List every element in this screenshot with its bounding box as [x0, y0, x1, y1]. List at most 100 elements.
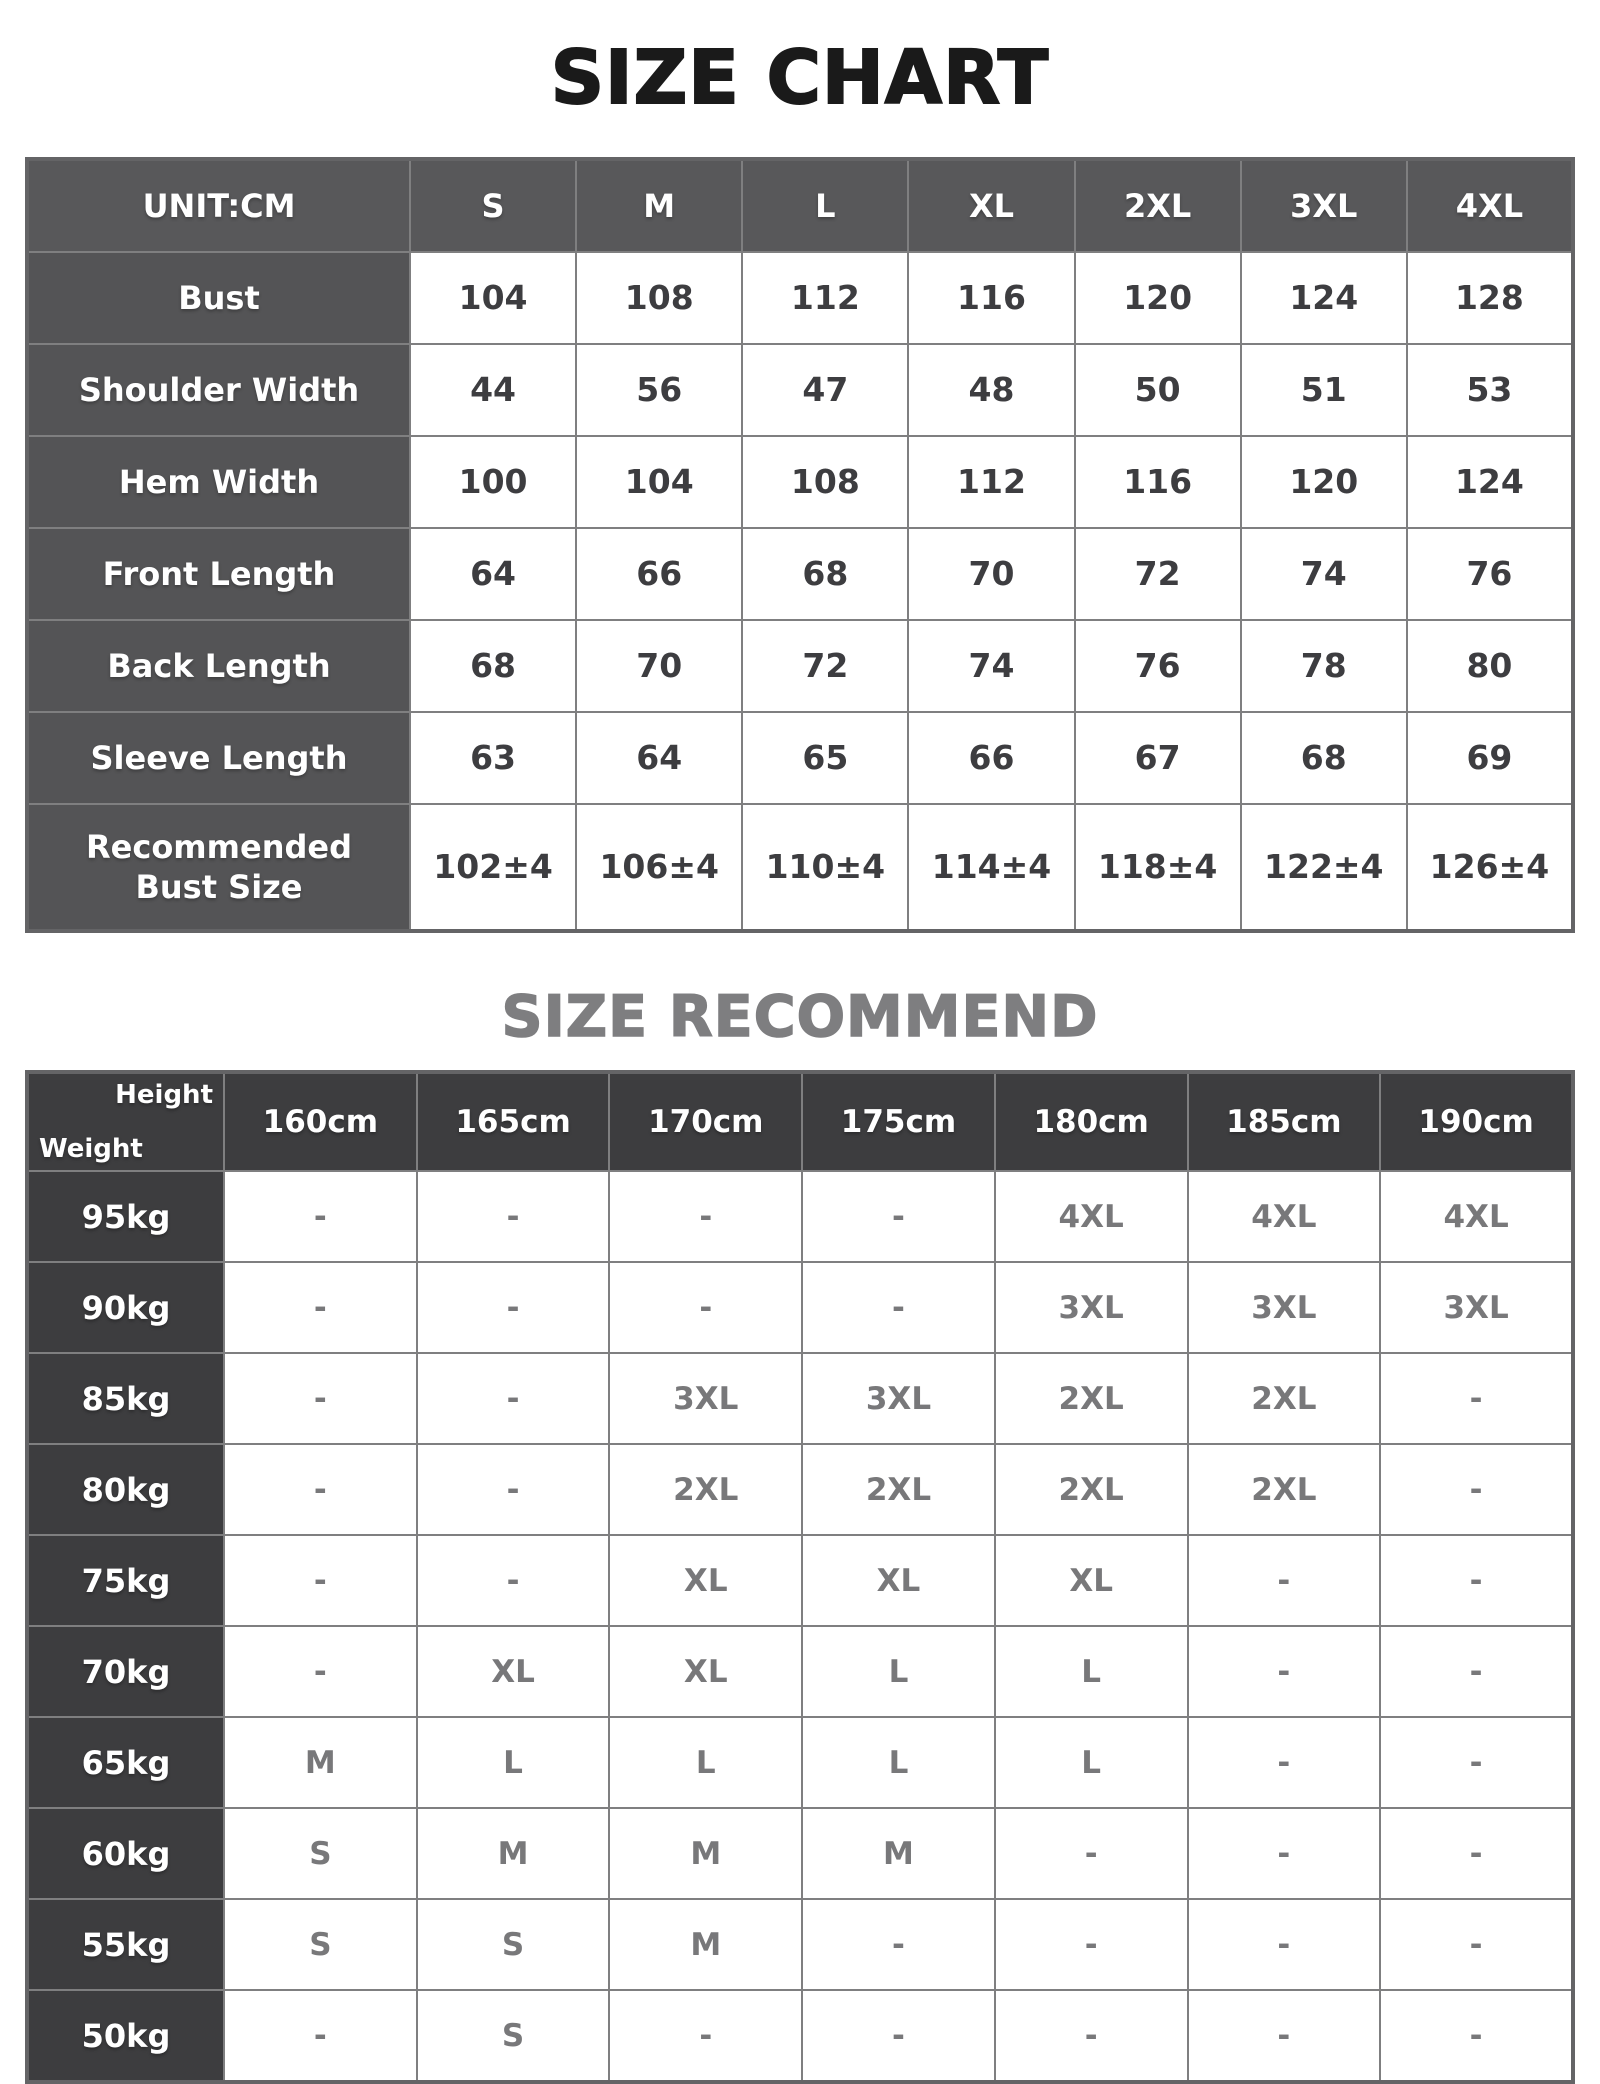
cell-value: 76	[1405, 526, 1575, 621]
cell-value: -	[223, 1261, 418, 1355]
size-recommend-body: 95kg - - - -4XL 4XL 4XL 90kg - - - -3XL 3XL 3XL 85kg - -…	[26, 1170, 1574, 2084]
cell-value: XL	[608, 1625, 804, 1719]
cell-value: 80	[1405, 618, 1575, 713]
height-weight-labels: Height Weight	[29, 1076, 222, 1168]
table-row: Front Length 64 66 68 70 72 74 76	[26, 526, 1575, 621]
cell-value: 69	[1405, 710, 1575, 805]
cell-value: 112	[741, 250, 910, 345]
cell-value: 110±4	[741, 802, 910, 932]
cell-value: XL	[801, 1534, 996, 1628]
cell-value: 3XL	[993, 1261, 1189, 1355]
cell-value: 3XL	[801, 1352, 996, 1446]
cell-value: -	[608, 1261, 804, 1355]
table-row: 60kg S M M M - - -	[26, 1807, 1574, 1901]
cell-value: -	[223, 1625, 418, 1719]
row-label: Sleeve Length	[26, 710, 411, 805]
size-chart-header-row: UNIT:CM S M L XL 2XL 3XL 4XL	[26, 157, 1575, 253]
cell-value: -	[1379, 1443, 1574, 1537]
cell-value: S	[223, 1898, 418, 1992]
cell-value: 2XL	[1186, 1443, 1382, 1537]
cell-value: 48	[907, 342, 1076, 437]
cell-value: 50	[1073, 342, 1242, 437]
table-row: 70kg - XL XL L L - -	[26, 1625, 1574, 1719]
column-header: M	[575, 157, 744, 253]
cell-value: -	[608, 1989, 804, 2084]
cell-value: 102±4	[408, 802, 578, 932]
cell-value: M	[415, 1807, 611, 1901]
cell-value: M	[608, 1898, 804, 1992]
cell-value: -	[223, 1170, 418, 1264]
table-row: 50kg - S - - - - -	[26, 1989, 1574, 2084]
cell-value: -	[415, 1443, 611, 1537]
column-header: S	[408, 157, 578, 253]
cell-value: 47	[741, 342, 910, 437]
cell-value: -	[1379, 1898, 1574, 1992]
column-header: 175cm	[801, 1071, 996, 1173]
cell-value: 56	[575, 342, 744, 437]
cell-value: 104	[408, 250, 578, 345]
cell-value: 74	[1239, 526, 1408, 621]
cell-value: 118±4	[1073, 802, 1242, 932]
cell-value: 70	[575, 618, 744, 713]
table-row: Sleeve Length 63 64 65 66 67 68 69	[26, 710, 1575, 805]
cell-value: 116	[907, 250, 1076, 345]
cell-value: 64	[575, 710, 744, 805]
row-label: 70kg	[26, 1625, 225, 1719]
cell-value: 2XL	[993, 1443, 1189, 1537]
cell-value: 44	[408, 342, 578, 437]
column-header: 2XL	[1073, 157, 1242, 253]
row-label: 65kg	[26, 1716, 225, 1810]
row-label: 75kg	[26, 1534, 225, 1628]
cell-value: L	[608, 1716, 804, 1810]
table-row: 85kg - -3XL 3XL 2XL 2XL -	[26, 1352, 1574, 1446]
cell-value: 128	[1405, 250, 1575, 345]
cell-value: 2XL	[993, 1352, 1189, 1446]
cell-value: 4XL	[1186, 1170, 1382, 1264]
cell-value: 124	[1239, 250, 1408, 345]
cell-value: 120	[1073, 250, 1242, 345]
row-label: Shoulder Width	[26, 342, 411, 437]
cell-value: -	[608, 1170, 804, 1264]
column-header: 170cm	[608, 1071, 804, 1173]
cell-value: 108	[575, 250, 744, 345]
cell-value: 66	[907, 710, 1076, 805]
cell-value: -	[801, 1170, 996, 1264]
cell-value: -	[415, 1352, 611, 1446]
cell-value: 66	[575, 526, 744, 621]
row-label: 95kg	[26, 1170, 225, 1264]
cell-value: -	[223, 1352, 418, 1446]
cell-value: L	[993, 1625, 1189, 1719]
cell-value: -	[1186, 1534, 1382, 1628]
table-row: Bust 104 108 112 116 120 124 128	[26, 250, 1575, 345]
cell-value: 3XL	[1379, 1261, 1574, 1355]
cell-value: 120	[1239, 434, 1408, 529]
cell-value: 68	[408, 618, 578, 713]
cell-value: -	[1186, 1625, 1382, 1719]
cell-value: -	[415, 1534, 611, 1628]
cell-value: -	[1186, 1716, 1382, 1810]
cell-value: 112	[907, 434, 1076, 529]
cell-value: 104	[575, 434, 744, 529]
cell-value: 2XL	[1186, 1352, 1382, 1446]
unit-header-cell: UNIT:CM	[26, 157, 411, 253]
size-recommend-header-row: Height Weight 160cm 165cm 170cm 175cm 180cm 1…	[26, 1071, 1574, 1173]
cell-value: L	[801, 1625, 996, 1719]
height-weight-corner-cell: Height Weight	[26, 1071, 225, 1173]
size-chart-body: Bust 104 108 112 116 120 124 128 Shoulder Width 4…	[26, 250, 1575, 932]
cell-value: 126±4	[1405, 802, 1575, 932]
table-row: 90kg - - - -3XL 3XL 3XL	[26, 1261, 1574, 1355]
cell-value: 68	[741, 526, 910, 621]
cell-value: 2XL	[608, 1443, 804, 1537]
row-label: 85kg	[26, 1352, 225, 1446]
cell-value: -	[1379, 1352, 1574, 1446]
row-label: Front Length	[26, 526, 411, 621]
cell-value: S	[415, 1898, 611, 1992]
cell-value: -	[1379, 1807, 1574, 1901]
weight-label: Weight	[39, 1133, 143, 1164]
row-label: Hem Width	[26, 434, 411, 529]
cell-value: 64	[408, 526, 578, 621]
cell-value: -	[1379, 1625, 1574, 1719]
cell-value: 114±4	[907, 802, 1076, 932]
cell-value: -	[801, 1898, 996, 1992]
